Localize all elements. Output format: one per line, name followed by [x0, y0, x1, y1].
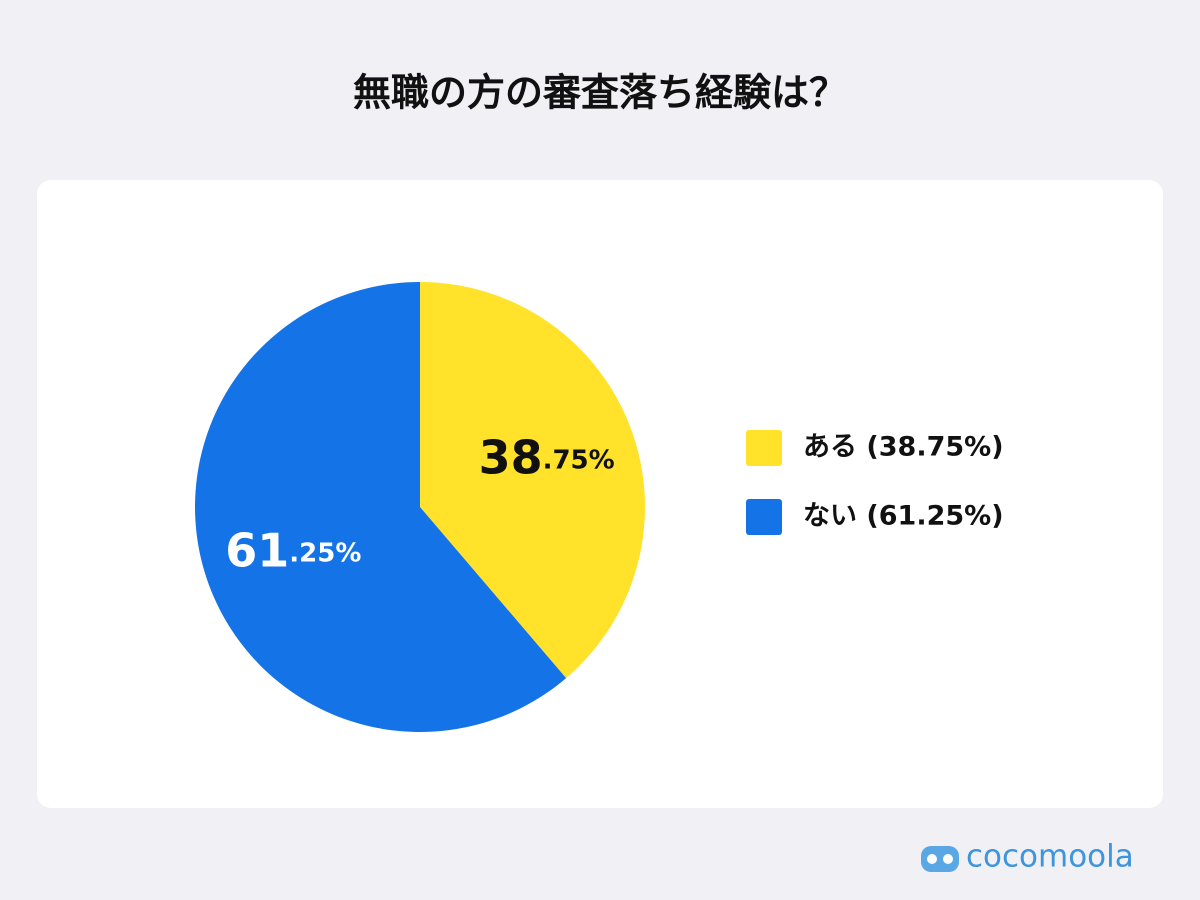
data-label-major: 38	[479, 430, 543, 484]
logo-icon	[921, 846, 959, 872]
data-label-major: 61	[225, 523, 289, 577]
legend-label: ある (38.75%)	[803, 432, 1004, 463]
data-label-minor: .75%	[543, 445, 615, 475]
data-label: 38.75%	[479, 430, 615, 484]
chart-title: 無職の方の審査落ち経験は？	[353, 71, 847, 115]
brand-name: cocomoola	[966, 839, 1134, 875]
legend-swatch	[746, 430, 782, 466]
logo-eye	[927, 854, 937, 864]
data-label-minor: .25%	[289, 538, 361, 568]
brand-logo: cocomoola	[921, 839, 1134, 875]
legend-swatch	[746, 499, 782, 535]
logo-eye	[943, 854, 953, 864]
pie-slice	[195, 281, 567, 732]
pie-slice	[420, 282, 646, 679]
legend-label: ない (61.25%)	[803, 501, 1004, 532]
data-label: 61.25%	[225, 523, 361, 577]
